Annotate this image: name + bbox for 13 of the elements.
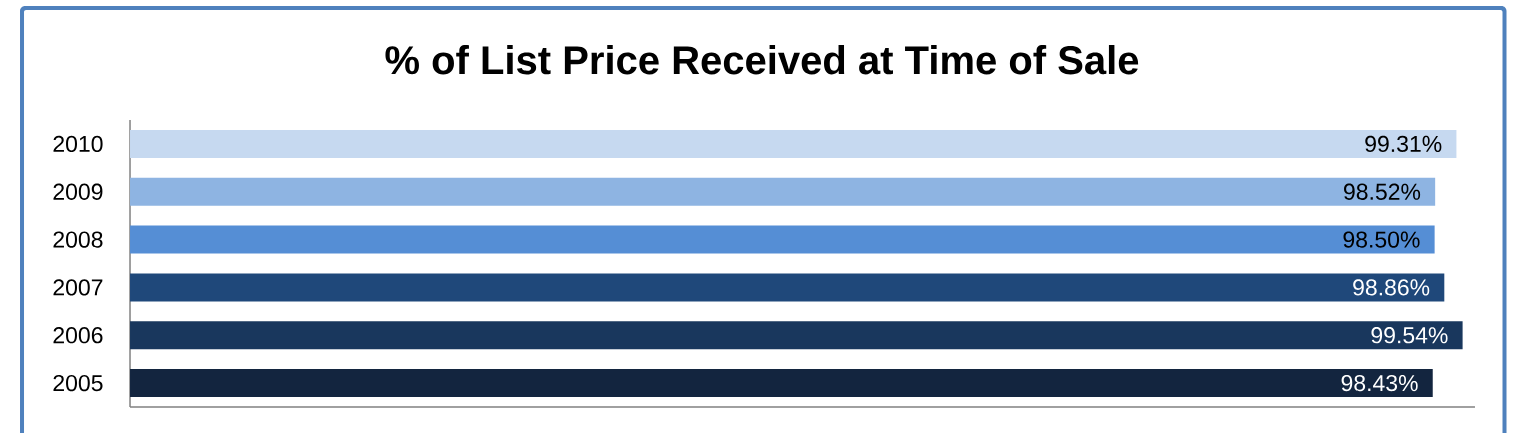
data-label: 98.52% — [1344, 183, 1421, 200]
data-label: 99.31% — [1365, 135, 1442, 153]
y-tick-label: 2008 — [53, 231, 103, 248]
chart-title: % of List Price Received at Time of Sale — [385, 45, 1139, 75]
y-tick-label: 2010 — [53, 135, 103, 153]
y-tick-label: 2009 — [53, 183, 103, 200]
data-label: 98.43% — [1341, 374, 1418, 392]
y-tick-label: 2007 — [53, 279, 103, 296]
data-label: 98.86% — [1353, 279, 1430, 296]
data-label: 98.50% — [1343, 231, 1420, 248]
data-label: 99.54% — [1371, 327, 1448, 344]
y-tick-label: 2005 — [53, 374, 103, 392]
y-tick-label: 2006 — [53, 327, 103, 344]
